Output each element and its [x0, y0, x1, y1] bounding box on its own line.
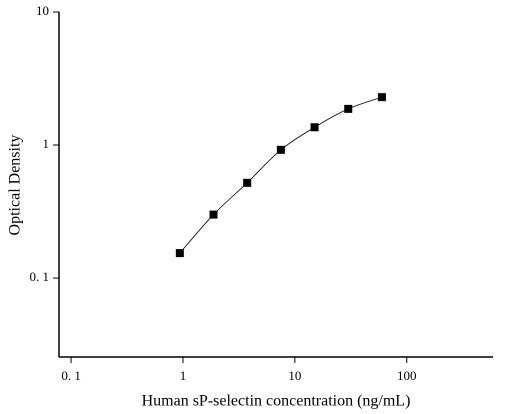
point: [243, 178, 252, 187]
x-tick-label: 100: [397, 368, 417, 383]
point: [377, 93, 386, 102]
point: [276, 145, 285, 154]
x-tick-label: 1: [180, 368, 187, 383]
y-tick-label: 1: [43, 136, 50, 151]
y-tick-label: 10: [36, 3, 49, 18]
fit-curve: [179, 96, 383, 254]
point: [175, 249, 184, 258]
point: [310, 123, 319, 132]
point: [344, 104, 353, 113]
y-tick-label: 0. 1: [30, 269, 50, 284]
x-tick-label: 0. 1: [61, 368, 81, 383]
x-axis-label: Human sP-selectin concentration (ng/mL): [142, 393, 411, 410]
y-axis-label: Optical Density: [7, 135, 24, 236]
point: [209, 210, 218, 219]
x-tick-label: 10: [288, 368, 301, 383]
